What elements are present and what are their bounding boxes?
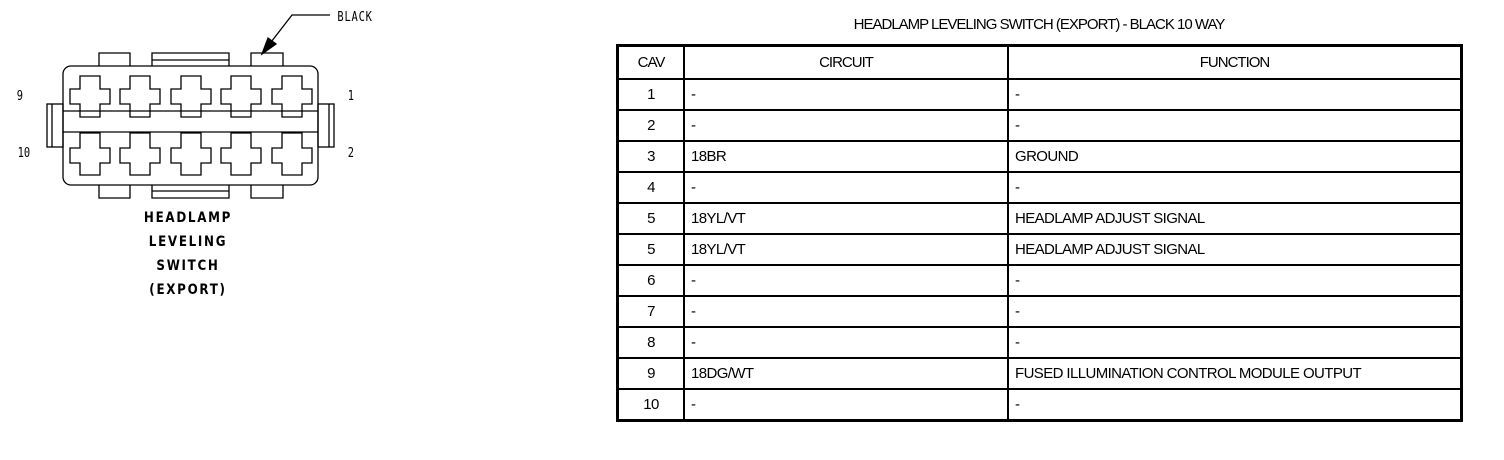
- cell-function: -: [1007, 78, 1463, 111]
- pin-label-9: 9: [16, 89, 24, 104]
- cavities: [69, 75, 313, 176]
- header-cav: CAV: [616, 44, 685, 80]
- cavity: [271, 132, 313, 176]
- table-row: 5 18YL/VT HEADLAMP ADJUST SIGNAL: [616, 202, 1463, 235]
- table-row: 8--: [616, 326, 1463, 359]
- cell-function: HEADLAMP ADJUST SIGNAL: [1007, 202, 1463, 235]
- table-row: 3 18BR GROUND: [616, 140, 1463, 173]
- table-row: 9 18DG/WT FUSED ILLUMINATION CONTROL MODUL…: [616, 357, 1463, 390]
- cell-circuit: -: [683, 109, 1009, 142]
- cavity: [220, 132, 262, 176]
- cell-cav: 5: [616, 233, 685, 266]
- cell-circuit: -: [683, 388, 1009, 422]
- cavity: [271, 75, 313, 118]
- cell-cav: 10: [616, 388, 685, 422]
- cavity: [69, 75, 111, 118]
- name-line: (EXPORT): [149, 282, 227, 298]
- cell-cav: 1: [616, 78, 685, 111]
- cell-function: -: [1007, 109, 1463, 142]
- name-line: HEADLAMP: [143, 210, 233, 226]
- cell-circuit: -: [683, 264, 1009, 297]
- cell-circuit: 18YL/VT: [683, 233, 1009, 266]
- cell-circuit: 18YL/VT: [683, 202, 1009, 235]
- cavity: [119, 132, 161, 176]
- table-row: 4--: [616, 171, 1463, 204]
- latch-tabs: [46, 52, 335, 199]
- name-line: LEVELING: [148, 234, 228, 250]
- cell-cav: 8: [616, 326, 685, 359]
- cell-function: -: [1007, 295, 1463, 328]
- connector-drawing: [46, 14, 335, 199]
- cell-function: -: [1007, 171, 1463, 204]
- cell-circuit: -: [683, 326, 1009, 359]
- cell-cav: 3: [616, 140, 685, 173]
- cell-function: -: [1007, 326, 1463, 359]
- color-label: BLACK: [337, 10, 373, 25]
- cavity: [119, 75, 161, 118]
- header-circuit: CIRCUIT: [683, 44, 1009, 80]
- cell-circuit: 18DG/WT: [683, 357, 1009, 390]
- pin-label-1: 1: [347, 89, 355, 104]
- name-line: SWITCH: [156, 258, 220, 274]
- cell-cav: 7: [616, 295, 685, 328]
- cell-function: -: [1007, 388, 1463, 422]
- table-title: HEADLAMP LEVELING SWITCH (EXPORT) - BLAC…: [853, 16, 1226, 33]
- cell-cav: 2: [616, 109, 685, 142]
- cell-circuit: -: [683, 78, 1009, 111]
- table-row: 6--: [616, 264, 1463, 297]
- cell-function: -: [1007, 264, 1463, 297]
- table-row: 2--: [616, 109, 1463, 142]
- cell-cav: 5: [616, 202, 685, 235]
- cell-circuit: -: [683, 171, 1009, 204]
- cell-cav: 6: [616, 264, 685, 297]
- cell-function: HEADLAMP ADJUST SIGNAL: [1007, 233, 1463, 266]
- connector-name: HEADLAMP LEVELING SWITCH (EXPORT): [88, 206, 288, 302]
- cell-circuit: 18BR: [683, 140, 1009, 173]
- pinout-table: CAV CIRCUIT FUNCTION 1- -2- -3 18BR GROUND 4-…: [616, 44, 1463, 422]
- cavity: [170, 75, 212, 118]
- pin-label-10: 10: [17, 146, 31, 161]
- cell-function: GROUND: [1007, 140, 1463, 173]
- table-row: 7--: [616, 295, 1463, 328]
- pin-label-2: 2: [347, 146, 355, 161]
- color-arrow: [260, 14, 330, 56]
- cell-cav: 4: [616, 171, 685, 204]
- cell-function: FUSED ILLUMINATION CONTROL MODULE OUTPUT: [1007, 357, 1463, 390]
- table-row: 10- -: [616, 388, 1463, 422]
- cavity: [69, 132, 111, 176]
- table-row: 5 18YL/VT HEADLAMP ADJUST SIGNAL: [616, 233, 1463, 266]
- header-function: FUNCTION: [1007, 44, 1463, 80]
- table-row: 1--: [616, 78, 1463, 111]
- cell-circuit: -: [683, 295, 1009, 328]
- cavity: [170, 132, 212, 176]
- cell-cav: 9: [616, 357, 685, 390]
- cavity: [220, 75, 262, 118]
- connector-body: [62, 65, 319, 186]
